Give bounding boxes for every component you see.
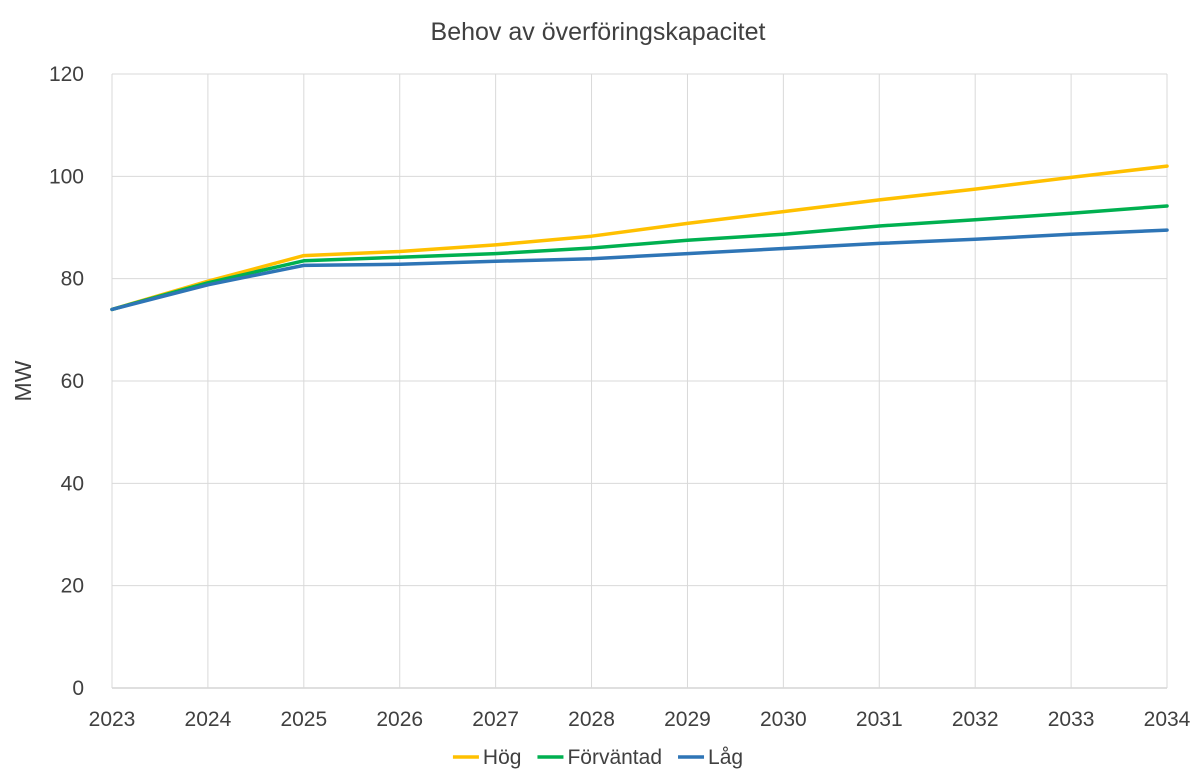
x-tick-label: 2027	[472, 708, 519, 731]
series-line-forvantad	[110, 204, 1169, 312]
legend-label: Förväntad	[567, 746, 662, 769]
x-tick-label: 2024	[185, 708, 232, 731]
x-tick-label: 2031	[856, 708, 903, 731]
x-tick-label: 2023	[89, 708, 136, 731]
x-tick-label: 2026	[376, 708, 423, 731]
y-tick-label: 80	[61, 268, 84, 291]
y-tick-label: 40	[61, 472, 84, 495]
x-tick-label: 2030	[760, 708, 807, 731]
series-line-lag	[110, 228, 1169, 312]
x-tick-label: 2028	[568, 708, 615, 731]
x-tick-label: 2032	[952, 708, 999, 731]
y-tick-label: 100	[49, 165, 84, 188]
y-tick-label: 20	[61, 575, 84, 598]
x-tick-label: 2029	[664, 708, 711, 731]
x-tick-label: 2025	[280, 708, 327, 731]
y-axis-label: MW	[10, 360, 36, 401]
series-lines	[110, 164, 1169, 312]
chart-title: Behov av överföringskapacitet	[431, 18, 766, 46]
x-tick-label: 2034	[1144, 708, 1191, 731]
legend-label: Låg	[708, 746, 743, 769]
y-tick-label: 120	[49, 63, 84, 86]
y-tick-labels: 0 20 40 60 80 100 120	[49, 63, 84, 700]
legend: Hög Förväntad Låg	[452, 746, 743, 769]
x-tick-labels: 2023 2024 2025 2026 2027 2028 2029 2030 2031 2032…	[89, 708, 1191, 731]
legend-label: Hög	[483, 746, 522, 769]
y-tick-label: 0	[72, 677, 84, 700]
grid-lines	[111, 73, 1168, 689]
y-tick-label: 60	[61, 370, 84, 393]
series-line-hog	[110, 164, 1169, 312]
x-tick-label: 2033	[1048, 708, 1095, 731]
